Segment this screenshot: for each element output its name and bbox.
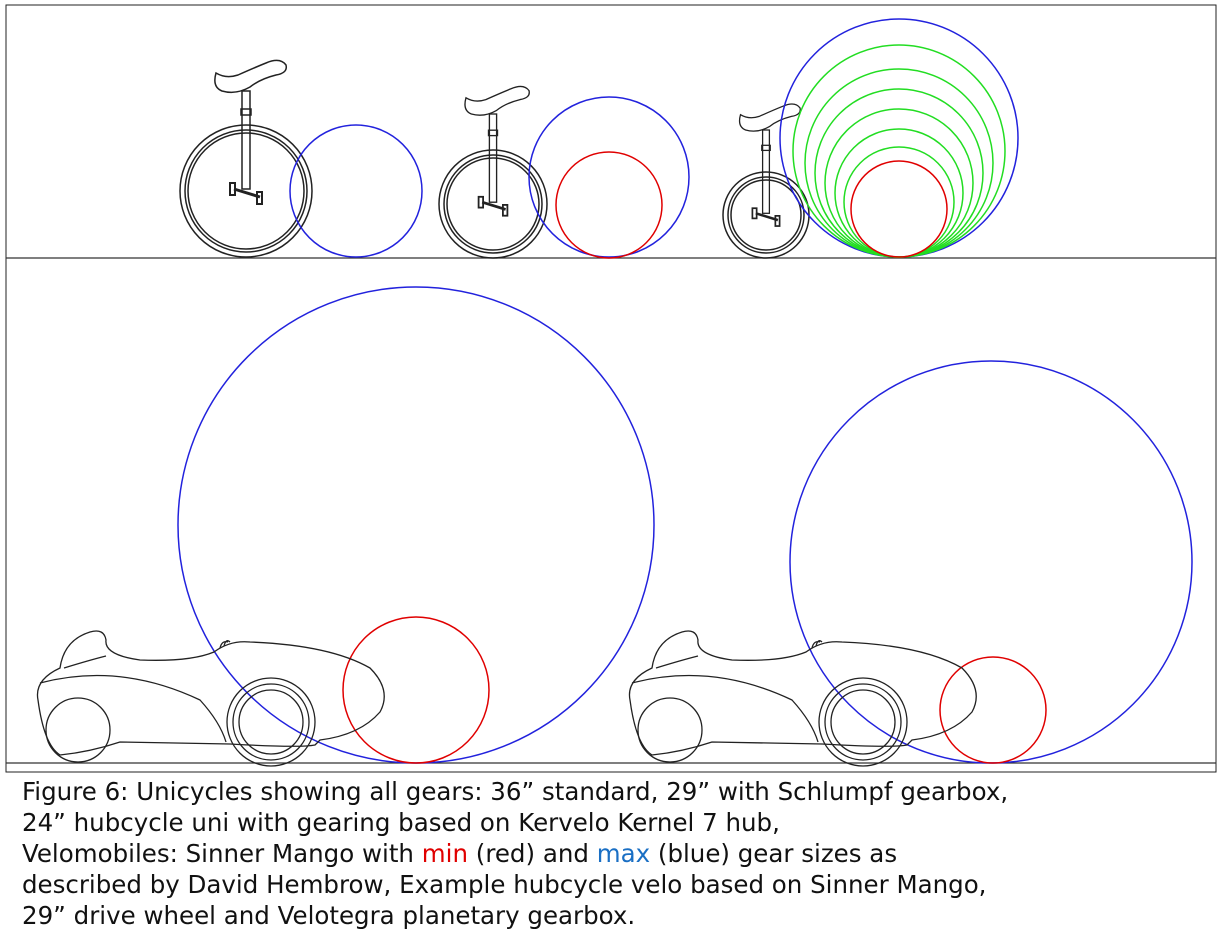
gear-circle xyxy=(555,151,663,259)
caption-text: (red) and xyxy=(467,839,597,868)
caption-text: Figure 6: Unicycles showing all gears: 3… xyxy=(22,777,1009,806)
caption-text: (blue) gear sizes as xyxy=(650,839,898,868)
caption-text: described by David Hembrow, Example hubc… xyxy=(22,870,987,899)
unicycle-36 xyxy=(179,58,313,258)
gear-circles xyxy=(779,18,1019,258)
caption-min: min xyxy=(421,839,468,868)
caption-text: 29” drive wheel and Velotegra planetary … xyxy=(22,901,636,930)
gear-circle xyxy=(289,124,423,258)
gear-circle xyxy=(342,616,490,764)
caption: Figure 6: Unicycles showing all gears: 3… xyxy=(22,776,1217,931)
figure-frame xyxy=(5,4,1217,773)
caption-max: max xyxy=(596,839,651,868)
gear-circle xyxy=(939,656,1047,764)
caption-text: 24” hubcycle uni with gearing based on K… xyxy=(22,808,780,837)
gear-circle xyxy=(528,96,690,258)
gear-circle xyxy=(789,360,1193,764)
figure xyxy=(5,4,1217,773)
gear-circle xyxy=(177,286,655,764)
velomobile xyxy=(36,630,385,767)
velomobile xyxy=(628,630,977,767)
unicycle-29 xyxy=(438,85,548,259)
caption-text: Velomobiles: Sinner Mango with xyxy=(22,839,422,868)
